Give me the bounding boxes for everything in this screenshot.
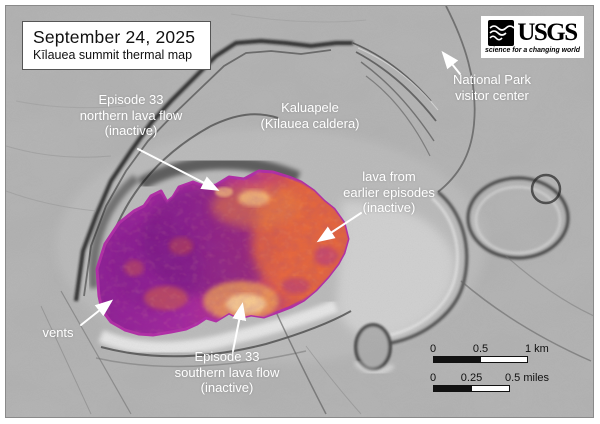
map-date: September 24, 2025	[33, 27, 196, 47]
usgs-wordmark: USGS	[517, 19, 578, 46]
scalebar-miles: 0 0.25 0.5 miles	[430, 372, 549, 392]
label-visitor-center: National Park visitor center	[452, 72, 532, 103]
scalebar-miles-bar	[433, 385, 510, 392]
label-episode33-south: Episode 33 southern lava flow (inactive)	[174, 349, 280, 395]
usgs-wave-icon	[488, 19, 515, 46]
usgs-logo: USGS science for a changing world	[481, 16, 584, 58]
map-frame	[5, 5, 594, 418]
map-subtitle: Kīlauea summit thermal map	[33, 48, 193, 62]
scalebar-km: 0 0.5 1 km	[430, 343, 549, 363]
label-kaluapele: Kaluapele (Kīlauea caldera)	[260, 100, 360, 131]
usgs-tagline: science for a changing world	[485, 47, 580, 54]
arrow-vents	[80, 299, 114, 326]
arrow-lava-earlier	[316, 212, 362, 243]
scalebar-km-bar	[433, 356, 528, 363]
arrow-episode33-north	[137, 148, 220, 191]
arrow-visitor-center	[441, 50, 461, 75]
title-box: September 24, 2025 Kīlauea summit therma…	[22, 21, 211, 70]
label-lava-earlier: lava from earlier episodes (inactive)	[343, 169, 435, 215]
hillshade-terrain-graphic	[6, 6, 593, 417]
label-episode33-north: Episode 33 northern lava flow (inactive)	[79, 92, 183, 138]
label-vents: vents	[42, 325, 74, 340]
arrow-episode33-south	[232, 302, 247, 352]
